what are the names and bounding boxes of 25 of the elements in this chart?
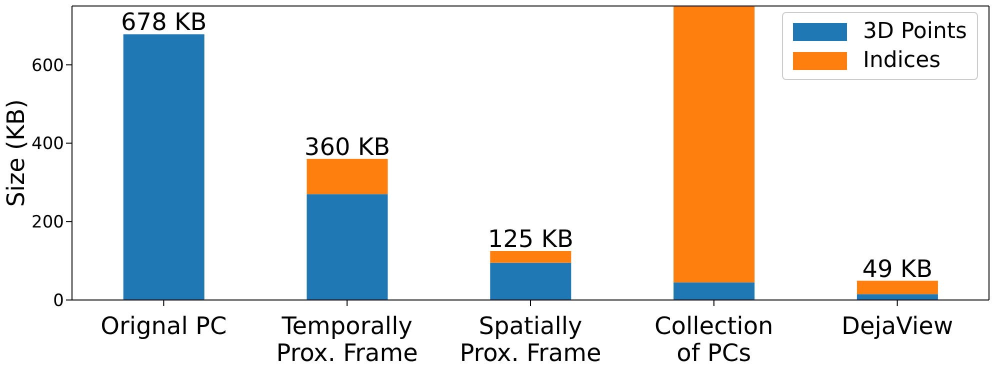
bar bbox=[490, 251, 572, 263]
total-label: 125 KB bbox=[488, 225, 574, 253]
bar bbox=[856, 280, 938, 294]
bar bbox=[306, 194, 388, 300]
x-tick-label: Spatially Prox. Frame bbox=[460, 312, 602, 367]
bar bbox=[856, 294, 938, 300]
total-label: 678 KB bbox=[121, 8, 207, 36]
bar bbox=[674, 6, 755, 282]
x-tick-label: Orignal PC bbox=[100, 312, 227, 340]
x-tick-label: Collection of PCs bbox=[654, 312, 774, 367]
y-tick-label: 600 bbox=[32, 56, 64, 76]
x-tick-label: Temporally Prox. Frame bbox=[276, 312, 418, 367]
bar bbox=[306, 158, 388, 194]
bar bbox=[123, 34, 204, 300]
y-axis-title: Size (KB) bbox=[2, 99, 30, 207]
bar bbox=[674, 282, 755, 300]
total-label: 49 KB bbox=[862, 254, 933, 283]
legend-label: Indices bbox=[862, 48, 941, 73]
total-label: 360 KB bbox=[304, 132, 390, 161]
y-tick-label: 0 bbox=[53, 291, 64, 312]
x-tick-label: DejaView bbox=[842, 312, 954, 340]
bar bbox=[490, 262, 572, 300]
y-tick-label: 400 bbox=[32, 134, 64, 154]
legend-label: 3D Points bbox=[862, 19, 967, 44]
y-tick-label: 200 bbox=[32, 212, 64, 233]
